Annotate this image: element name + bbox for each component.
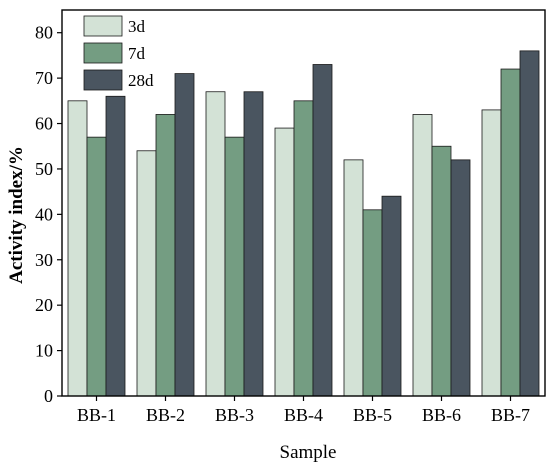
bar-28d-BB-7 xyxy=(519,50,540,397)
y-tick-label: 0 xyxy=(44,386,53,406)
bar-3d-BB-4 xyxy=(274,127,295,397)
bar-28d-BB-1 xyxy=(105,95,126,397)
y-tick-label: 10 xyxy=(35,341,53,361)
y-tick-label: 80 xyxy=(35,23,53,43)
bar-7d-BB-3 xyxy=(224,136,245,397)
y-tick-label: 70 xyxy=(35,68,53,88)
x-tick-label: BB-6 xyxy=(422,405,461,425)
bar-28d-BB-2 xyxy=(174,73,195,397)
bar-28d-BB-4 xyxy=(312,64,333,397)
x-axis-title: Sample xyxy=(280,442,337,463)
bar-28d-BB-3 xyxy=(243,91,264,397)
x-tick-label: BB-2 xyxy=(146,405,185,425)
bar-3d-BB-2 xyxy=(136,150,157,397)
legend-label-3d: 3d xyxy=(128,17,146,36)
legend-label-28d: 28d xyxy=(128,71,154,90)
bar-7d-BB-5 xyxy=(362,209,383,397)
x-tick-label: BB-1 xyxy=(77,405,116,425)
bar-7d-BB-2 xyxy=(155,114,176,397)
bar-7d-BB-4 xyxy=(293,100,314,397)
y-tick-label: 40 xyxy=(35,204,53,224)
bar-3d-BB-1 xyxy=(67,100,88,397)
y-tick-label: 30 xyxy=(35,250,53,270)
y-tick-label: 60 xyxy=(35,114,53,134)
bar-3d-BB-5 xyxy=(343,159,364,397)
bar-7d-BB-7 xyxy=(500,68,521,397)
plot-frame xyxy=(61,9,546,397)
legend-swatch-3d xyxy=(83,15,123,37)
bar-3d-BB-3 xyxy=(205,91,226,397)
bar-3d-BB-7 xyxy=(481,109,502,397)
bar-28d-BB-5 xyxy=(381,195,402,397)
legend-label-7d: 7d xyxy=(128,44,146,63)
bar-7d-BB-6 xyxy=(431,145,452,397)
x-tick-label: BB-3 xyxy=(215,405,254,425)
y-axis-title: Activity index/% xyxy=(6,146,27,284)
bar-28d-BB-6 xyxy=(450,159,471,397)
x-tick-label: BB-5 xyxy=(353,405,392,425)
x-tick-label: BB-4 xyxy=(284,405,323,425)
legend: 3d 7d 28d xyxy=(83,15,154,91)
legend-swatch-28d xyxy=(83,69,123,91)
y-tick-label: 20 xyxy=(35,295,53,315)
axes-layer: BB-1 BB-2 BB-3 BB-4 BB-5 BB-6 BB-7 0 10 20 30 40 50 6… xyxy=(35,9,546,425)
legend-swatch-7d xyxy=(83,42,123,64)
x-tick-label: BB-7 xyxy=(491,405,530,425)
y-tick-label: 50 xyxy=(35,159,53,179)
bar-7d-BB-1 xyxy=(86,136,107,397)
bar-3d-BB-6 xyxy=(412,114,433,397)
bars-layer xyxy=(67,50,540,397)
